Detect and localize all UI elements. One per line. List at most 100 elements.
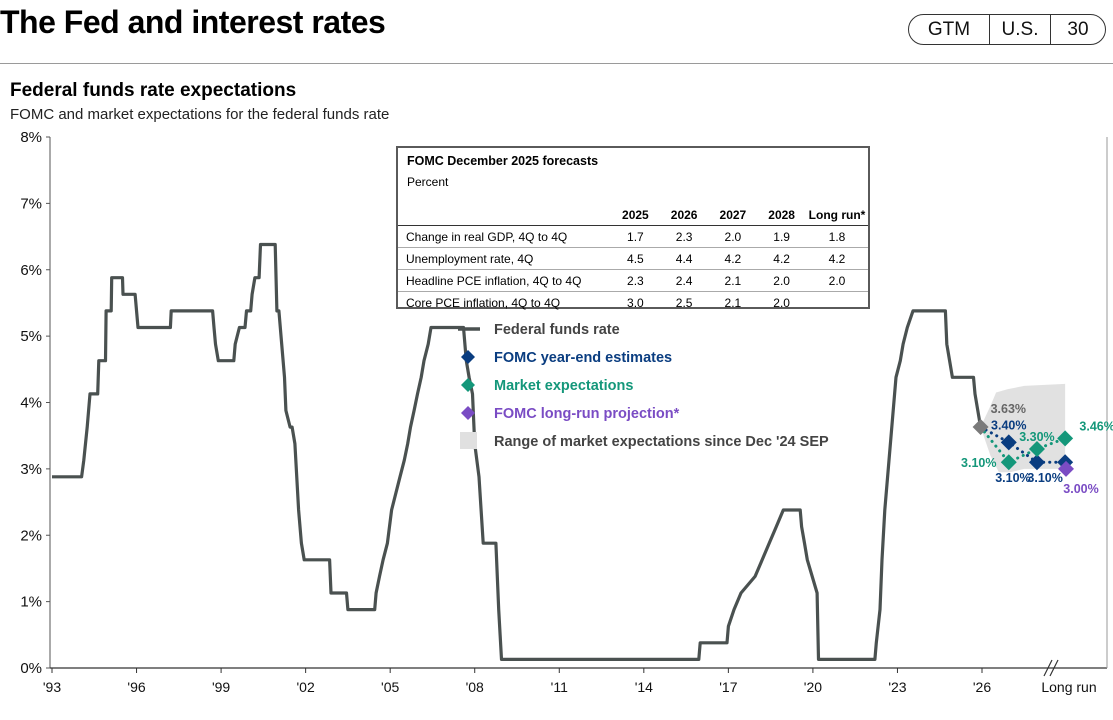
x-tick-label: '23 [888, 679, 906, 695]
table-cell: 2.3 [675, 229, 693, 244]
y-tick-label: 5% [20, 328, 42, 345]
current-rate-marker [972, 419, 989, 436]
legend-swatch-diamond [461, 350, 475, 364]
y-tick-label: 0% [20, 660, 42, 677]
legend-label: FOMC year-end estimates [494, 350, 672, 366]
badge-page-number: 30 [1067, 18, 1089, 40]
table-cell: 4.5 [627, 251, 644, 266]
table-cell: 2.4 [675, 273, 693, 288]
table-row: Core PCE inflation, 4Q to 4Q 3.0 2.5 2.1… [398, 291, 868, 314]
current-rate-label: 3.63% [991, 402, 1026, 416]
y-tick-label: 2% [20, 527, 42, 544]
table-col-header: 2026 [670, 208, 698, 222]
market-expectation-marker [1028, 440, 1045, 457]
table-row: Change in real GDP, 4Q to 4Q 1.7 2.3 2.0… [398, 226, 868, 248]
x-tick-label: '05 [381, 679, 399, 695]
table-cell: 2.5 [675, 295, 693, 310]
fomc-forecast-table: FOMC December 2025 forecasts Percent 202… [396, 146, 870, 310]
table-cell: 1.7 [627, 229, 644, 244]
long-run-projection-label: 3.00% [1063, 482, 1098, 496]
badge-gtm: GTM [909, 15, 990, 44]
table-cell: 4.4 [675, 251, 693, 266]
market-expectation-marker [1057, 430, 1074, 447]
fomc-estimate-marker [1028, 454, 1045, 471]
row-label: Change in real GDP, 4Q to 4Q [406, 229, 568, 244]
legend-swatch-diamond [461, 378, 475, 392]
page-title: The Fed and interest rates [0, 4, 386, 40]
table-header-blank [398, 188, 611, 226]
x-tick-label: '93 [43, 679, 61, 695]
market-expectation-label: 3.30% [1019, 430, 1054, 444]
table-cell [806, 292, 868, 314]
y-tick-label: 4% [20, 395, 42, 412]
x-tick-label: '20 [804, 679, 822, 695]
table-cell: 2.1 [724, 273, 742, 288]
y-tick-label: 1% [20, 594, 42, 611]
legend-label: Range of market expectations since Dec '… [494, 434, 829, 450]
table-row: Unemployment rate, 4Q 4.5 4.4 4.2 4.2 4.… [398, 247, 868, 270]
table-cell: 2.0 [828, 273, 846, 288]
header-rule [0, 63, 1113, 64]
y-tick-label: 3% [20, 461, 42, 478]
fomc-estimate-label: 3.10% [1027, 471, 1062, 485]
market-expectation-marker [1000, 454, 1017, 471]
table-row: Headline PCE inflation, 4Q to 4Q 2.3 2.4… [398, 269, 868, 292]
row-label: Headline PCE inflation, 4Q to 4Q [406, 273, 582, 288]
x-tick-label: '99 [212, 679, 230, 695]
chart-subtitle: FOMC and market expectations for the fed… [10, 106, 390, 123]
y-tick-label: 8% [20, 129, 42, 146]
chart-title: Federal funds rate expectations [10, 80, 297, 101]
table-cell: 1.9 [773, 229, 790, 244]
legend-swatch-diamond [461, 406, 475, 420]
fomc-estimate-label: 3.40% [991, 418, 1026, 432]
table-col-header: 2027 [719, 208, 747, 222]
badge-region: U.S. [990, 15, 1051, 44]
table-title: FOMC December 2025 forecasts [407, 154, 599, 168]
x-tick-label: '02 [297, 679, 315, 695]
legend-swatch-box [460, 432, 477, 449]
table-col-header: 2028 [768, 208, 795, 222]
y-tick-label: 7% [20, 195, 42, 212]
row-label: Unemployment rate, 4Q [406, 251, 534, 266]
table-header-row: 2025 2026 2027 2028 Long run* [398, 188, 868, 226]
table-cell: 4.2 [724, 251, 742, 266]
legend-label: Federal funds rate [494, 322, 620, 338]
x-tick-label-long-run: Long run [1041, 679, 1096, 695]
table-cell: 3.0 [627, 295, 644, 310]
x-tick-label: '17 [719, 679, 737, 695]
axis-break-mark [1043, 659, 1053, 677]
market-expectation-label: 3.46% [1079, 419, 1113, 433]
table-cell: 4.2 [828, 251, 846, 266]
x-tick-label: '08 [466, 679, 484, 695]
fed-funds-rate-line [52, 242, 983, 662]
long-run-projection-marker [1058, 460, 1074, 477]
market-range-band [980, 383, 1066, 473]
fomc-estimate-label: 3.10% [995, 471, 1030, 485]
page-badge: GTM U.S. 30 [908, 14, 1106, 45]
table-col-header-long-run: Long run* [808, 208, 866, 222]
table-cell: 1.8 [828, 229, 846, 244]
x-tick-label: '14 [635, 679, 653, 695]
table-col-header: 2025 [622, 208, 649, 222]
market-expectations-dotted-line [979, 425, 1067, 465]
table-unit: Percent [407, 175, 449, 189]
table-cell: 2.1 [724, 295, 742, 310]
legend-label: FOMC long-run projection* [494, 406, 680, 422]
table-cell: 2.3 [627, 273, 644, 288]
market-expectation-label: 3.10% [961, 456, 996, 470]
legend-label: Market expectations [494, 378, 633, 394]
x-tick-label: '96 [127, 679, 145, 695]
fomc-estimates-dotted-line [979, 425, 1067, 464]
axis-break-mark [1049, 659, 1059, 677]
table-cell: 2.0 [773, 295, 790, 310]
table-cell: 2.0 [724, 229, 742, 244]
table-cell: 2.0 [773, 273, 790, 288]
fomc-estimate-marker [1000, 434, 1017, 451]
table-cell: 4.2 [773, 251, 790, 266]
x-tick-label: '11 [551, 679, 568, 695]
y-tick-label: 6% [20, 262, 42, 279]
row-label: Core PCE inflation, 4Q to 4Q [406, 295, 561, 310]
forecast-grid: 2025 2026 2027 2028 Long run* Change in … [398, 188, 868, 313]
x-tick-label: '26 [973, 679, 991, 695]
